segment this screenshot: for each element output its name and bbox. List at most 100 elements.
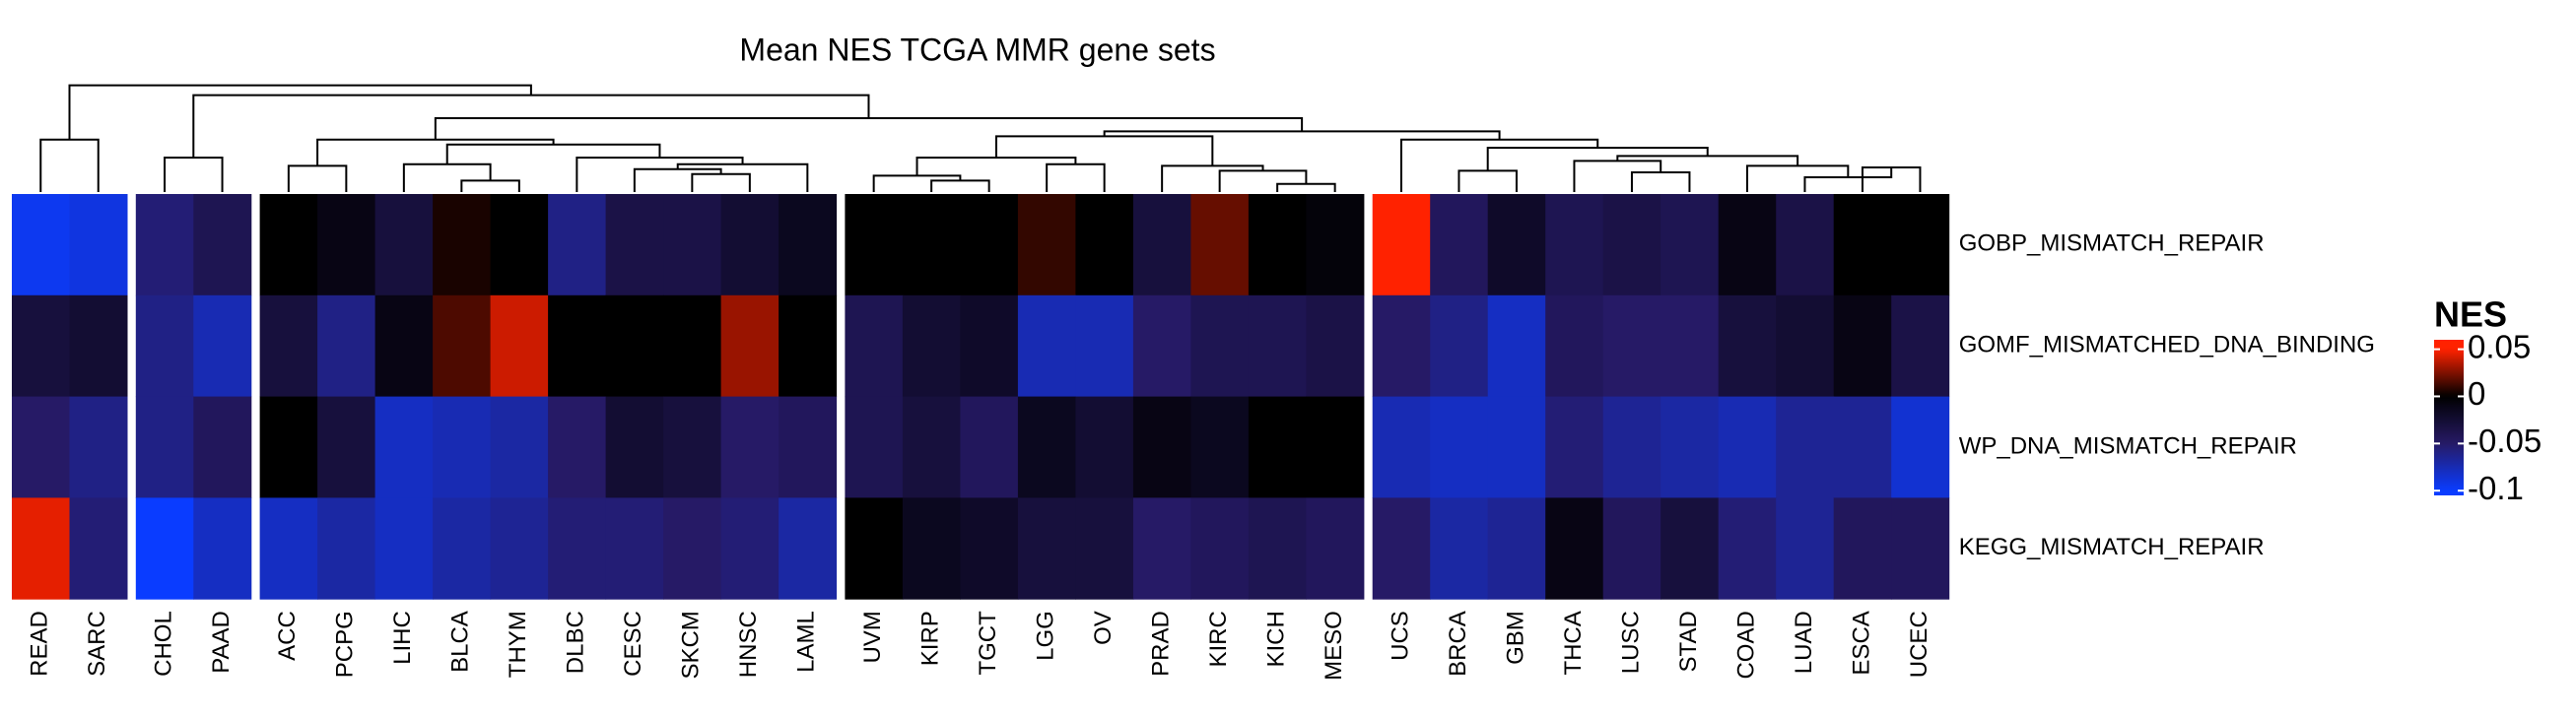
colorbar-title: NES xyxy=(2434,294,2507,335)
column-label: UVM xyxy=(859,611,886,663)
dendrogram-branch xyxy=(445,143,661,164)
heatmap-cell xyxy=(12,497,70,600)
heatmap-cell xyxy=(902,294,961,398)
heatmap-cell xyxy=(1891,497,1950,600)
heatmap-cell xyxy=(317,396,376,498)
heatmap-cell xyxy=(605,194,664,296)
heatmap-cell xyxy=(605,497,664,600)
dendrogram-branch xyxy=(316,138,555,166)
heatmap-cell xyxy=(548,294,607,398)
heatmap-cell xyxy=(1075,194,1134,296)
heatmap-cell xyxy=(1017,497,1076,600)
heatmap-cell xyxy=(1430,396,1489,498)
heatmap-cell xyxy=(720,294,780,398)
heatmap-cell xyxy=(605,396,664,498)
heatmap-cell xyxy=(193,194,252,296)
colorbar-tick-label: -0.05 xyxy=(2468,423,2542,459)
heatmap-cell xyxy=(12,194,70,296)
heatmap-cell xyxy=(1132,294,1191,398)
column-label: LGG xyxy=(1032,611,1058,661)
heatmap-cell xyxy=(259,396,318,498)
heatmap-cell xyxy=(1718,294,1777,398)
column-label: KICH xyxy=(1262,611,1289,667)
column-label: MESO xyxy=(1321,611,1347,681)
column-label: LUSC xyxy=(1617,611,1644,674)
heatmap-cell xyxy=(1132,194,1191,296)
heatmap-cell xyxy=(1776,396,1835,498)
heatmap-cell xyxy=(1718,497,1777,600)
column-label: GBM xyxy=(1502,611,1528,665)
heatmap-cell xyxy=(1372,396,1431,498)
heatmap-cell xyxy=(1833,396,1892,498)
heatmap-cell xyxy=(374,294,434,398)
dendrogram xyxy=(39,84,1922,192)
column-label: BRCA xyxy=(1445,611,1471,677)
heatmap-cell xyxy=(902,497,961,600)
heatmap-cell xyxy=(135,497,194,600)
heatmap-cell xyxy=(490,294,549,398)
heatmap-cell xyxy=(845,396,904,498)
heatmap-cell xyxy=(135,396,194,498)
dendrogram-branch xyxy=(1276,182,1336,192)
heatmap-cell xyxy=(1718,396,1777,498)
heatmap-cell xyxy=(1545,396,1604,498)
heatmap-cell xyxy=(374,194,434,296)
column-label: LUAD xyxy=(1791,611,1817,674)
heatmap-cell xyxy=(1306,294,1365,398)
heatmap-cell xyxy=(490,396,549,498)
column-label: CHOL xyxy=(150,611,176,677)
column-label: READ xyxy=(27,611,53,677)
heatmap-cell xyxy=(663,396,722,498)
heatmap-cell xyxy=(1833,497,1892,600)
heatmap-cell xyxy=(1487,396,1546,498)
heatmap-cell xyxy=(1017,396,1076,498)
column-label: HNSC xyxy=(735,611,762,678)
heatmap-cell xyxy=(433,497,492,600)
heatmap-cell xyxy=(1075,294,1134,398)
dendrogram-branch xyxy=(930,179,990,192)
heatmap-cell xyxy=(1545,294,1604,398)
heatmap-cell xyxy=(12,294,70,398)
dendrogram-branch xyxy=(691,172,751,192)
heatmap-cell xyxy=(1661,396,1720,498)
heatmap-cell xyxy=(193,497,252,600)
heatmap-cell xyxy=(1075,497,1134,600)
column-label: THYM xyxy=(505,611,531,678)
heatmap-cell xyxy=(548,194,607,296)
dendrogram-branch xyxy=(402,163,492,192)
column-label: ESCA xyxy=(1848,611,1874,675)
column-label: CESC xyxy=(620,611,646,677)
column-label: DLBC xyxy=(563,611,589,674)
row-label: GOBP_MISMATCH_REPAIR xyxy=(1959,230,2265,257)
heatmap-cell xyxy=(548,497,607,600)
column-label: PRAD xyxy=(1147,611,1174,677)
heatmap-cell xyxy=(1075,396,1134,498)
heatmap-cell xyxy=(663,497,722,600)
row-label: GOMF_MISMATCHED_DNA_BINDING xyxy=(1959,332,2375,358)
heatmap-cell xyxy=(548,396,607,498)
row-label: KEGG_MISMATCH_REPAIR xyxy=(1959,534,2265,560)
column-label: STAD xyxy=(1675,611,1702,672)
heatmap-cell xyxy=(374,497,434,600)
dendrogram-branch xyxy=(192,94,870,159)
heatmap-cell xyxy=(902,396,961,498)
heatmap-cell xyxy=(1132,497,1191,600)
heatmap-cell xyxy=(1248,294,1307,398)
heatmap-cell xyxy=(1248,396,1307,498)
dendrogram-branch xyxy=(633,167,722,192)
heatmap-cell xyxy=(1248,497,1307,600)
column-label: PCPG xyxy=(332,611,359,678)
heatmap-cell xyxy=(317,294,376,398)
heatmap-cell xyxy=(69,396,128,498)
heatmap-cell xyxy=(259,497,318,600)
heatmap-cell xyxy=(845,497,904,600)
dendrogram-branch xyxy=(1218,169,1308,192)
heatmap-cell xyxy=(1430,497,1489,600)
heatmap-cell xyxy=(1718,194,1777,296)
heatmap-cell xyxy=(1248,194,1307,296)
heatmap-cell xyxy=(1430,194,1489,296)
heatmap-cell xyxy=(720,194,780,296)
column-label: COAD xyxy=(1732,611,1759,679)
